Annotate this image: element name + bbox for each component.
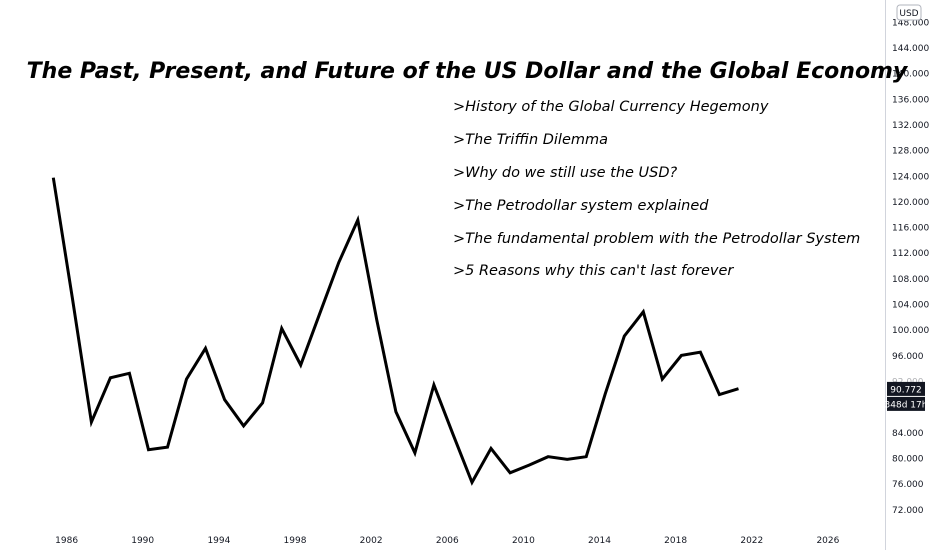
y-tick-label: 140.000	[892, 70, 929, 80]
y-tick-label: 132.000	[892, 121, 929, 131]
y-tick-label: 144.000	[892, 44, 929, 54]
y-tick-label: 128.000	[892, 147, 929, 157]
countdown-tag: 348d 17h	[885, 396, 928, 411]
y-tick-label: 136.000	[892, 95, 929, 105]
y-tick-label: 108.000	[892, 275, 929, 285]
x-tick-label: 2026	[816, 536, 839, 546]
x-tick-label: 2006	[436, 536, 459, 546]
x-tick-label: 2014	[588, 536, 611, 546]
series-line	[51, 177, 739, 486]
x-tick-label: 1986	[55, 536, 78, 546]
y-tick-label: 148.000	[892, 18, 929, 28]
y-tick-label: 104.000	[892, 301, 929, 311]
y-tick-label: 124.000	[892, 172, 929, 182]
annotation-line-1: >History of the Global Currency Hegemony	[453, 99, 769, 115]
last-price-label: 90.772	[890, 385, 922, 395]
y-tick-label: 96.000	[892, 352, 924, 362]
y-tick-label: 120.000	[892, 198, 929, 208]
x-axis-tick-labels: 1986 1990 1994 1998 2002 2006 2010 2014 2018 2022…	[55, 536, 839, 546]
y-tick-label: 112.000	[892, 249, 929, 259]
x-tick-label: 2022	[740, 536, 763, 546]
x-tick-label: 1998	[284, 536, 307, 546]
y-tick-label: 80.000	[892, 455, 924, 465]
annotation-line-4: >The Petrodollar system explained	[453, 198, 709, 214]
countdown-label: 348d 17h	[885, 400, 928, 410]
y-tick-label: 76.000	[892, 480, 924, 490]
y-tick-label: 72.000	[892, 506, 924, 516]
y-axis-tick-labels: 72.00076.00080.00084.00088.00092.00096.0…	[892, 18, 929, 516]
last-price-tag: 90.772	[887, 381, 925, 396]
currency-badge-label: USD	[899, 9, 918, 19]
x-tick-label: 2002	[360, 536, 383, 546]
y-tick-label: 116.000	[892, 224, 929, 234]
annotation-line-3: >Why do we still use the USD?	[453, 165, 678, 181]
currency-badge[interactable]: USD	[896, 4, 922, 21]
annotation-line-2: >The Triffin Dilemma	[453, 132, 608, 148]
annotation-line-5: >The fundamental problem with the Petrod…	[453, 231, 860, 247]
annotation-line-6: >5 Reasons why this can't last forever	[453, 263, 734, 279]
x-tick-label: 1990	[131, 536, 154, 546]
y-tick-label: 84.000	[892, 429, 924, 439]
x-tick-label: 1994	[207, 536, 230, 546]
y-tick-label: 100.000	[892, 326, 929, 336]
x-tick-label: 2018	[664, 536, 687, 546]
x-tick-label: 2010	[512, 536, 535, 546]
chart-title: The Past, Present, and Future of the US …	[27, 59, 909, 84]
